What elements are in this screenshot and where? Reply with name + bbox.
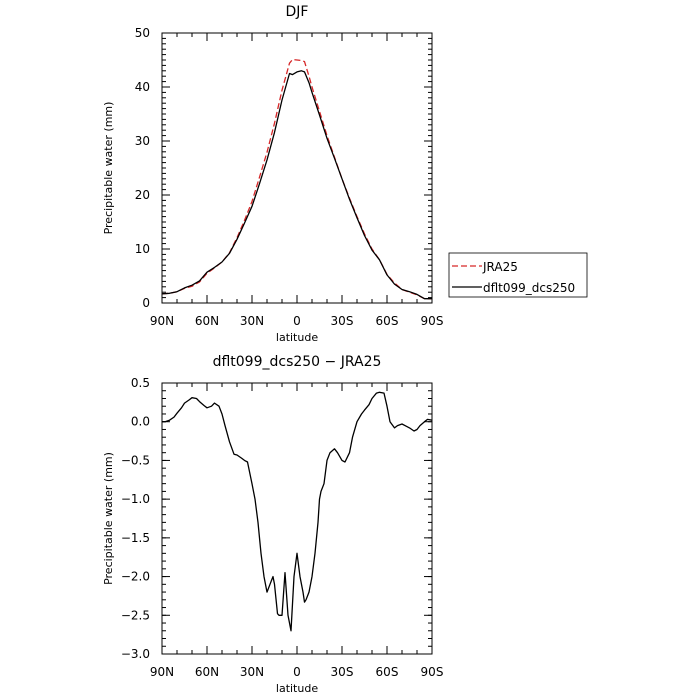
x-tick-label: 60N bbox=[195, 665, 219, 679]
y-axis-label: Precipitable water (mm) bbox=[102, 102, 115, 235]
precipitable-water-chart: 90N 60N 30N 0 30S 60S 90S 0 10 20 30 40 50 DJF latitud… bbox=[102, 4, 443, 344]
x-tick-label: 90S bbox=[421, 665, 444, 679]
x-axis-label: latitude bbox=[276, 682, 318, 695]
y-tick-label: 40 bbox=[135, 80, 150, 94]
y-tick-label: 30 bbox=[135, 134, 150, 148]
legend-box bbox=[448, 252, 588, 298]
x-tick-label: 90N bbox=[150, 314, 174, 328]
x-tick-label: 90N bbox=[150, 665, 174, 679]
x-tick-label: 0 bbox=[293, 314, 301, 328]
x-tick-label: 30N bbox=[240, 665, 264, 679]
legend: JRA25 dflt099_dcs250 bbox=[448, 252, 588, 298]
y-tick-label: 10 bbox=[135, 242, 150, 256]
x-tick-label: 30S bbox=[331, 665, 354, 679]
y-tick-label: 50 bbox=[135, 26, 150, 40]
x-tick-label: 60S bbox=[376, 665, 399, 679]
series-line-0 bbox=[162, 391, 433, 632]
series-line-jra25 bbox=[161, 58, 432, 300]
x-tick-label: 0 bbox=[293, 665, 301, 679]
y-tick-label: −3.0 bbox=[121, 647, 150, 661]
chart-title: dflt099_dcs250 − JRA25 bbox=[213, 354, 382, 370]
y-tick-label: −1.5 bbox=[121, 531, 150, 545]
x-tick-label: 60S bbox=[376, 314, 399, 328]
chart-title: DJF bbox=[286, 4, 309, 20]
plot-frame bbox=[161, 32, 433, 304]
y-tick-label: 0.0 bbox=[131, 415, 150, 429]
y-tick-label: −0.5 bbox=[121, 453, 150, 467]
legend-label: JRA25 bbox=[482, 260, 518, 274]
y-tick-label: 0 bbox=[142, 296, 150, 310]
x-tick-label: 60N bbox=[195, 314, 219, 328]
y-tick-label: −2.5 bbox=[121, 608, 150, 622]
y-tick-label: 20 bbox=[135, 188, 150, 202]
x-axis-label: latitude bbox=[276, 331, 318, 344]
legend-label: dflt099_dcs250 bbox=[483, 281, 575, 295]
y-axis-label: Precipitable water (mm) bbox=[102, 452, 115, 585]
difference-chart: 90N 60N 30N 0 30S 60S 90S 0.5 0.0 −0.5 −1.0 −1.5 −2.… bbox=[102, 354, 443, 695]
y-tick-label: −1.0 bbox=[121, 492, 150, 506]
series-line-dflt099-dcs250 bbox=[161, 70, 432, 300]
x-tick-label: 30N bbox=[240, 314, 264, 328]
x-tick-label: 30S bbox=[331, 314, 354, 328]
y-tick-label: −2.0 bbox=[121, 570, 150, 584]
x-tick-label: 90S bbox=[421, 314, 444, 328]
y-tick-label: 0.5 bbox=[131, 376, 150, 390]
